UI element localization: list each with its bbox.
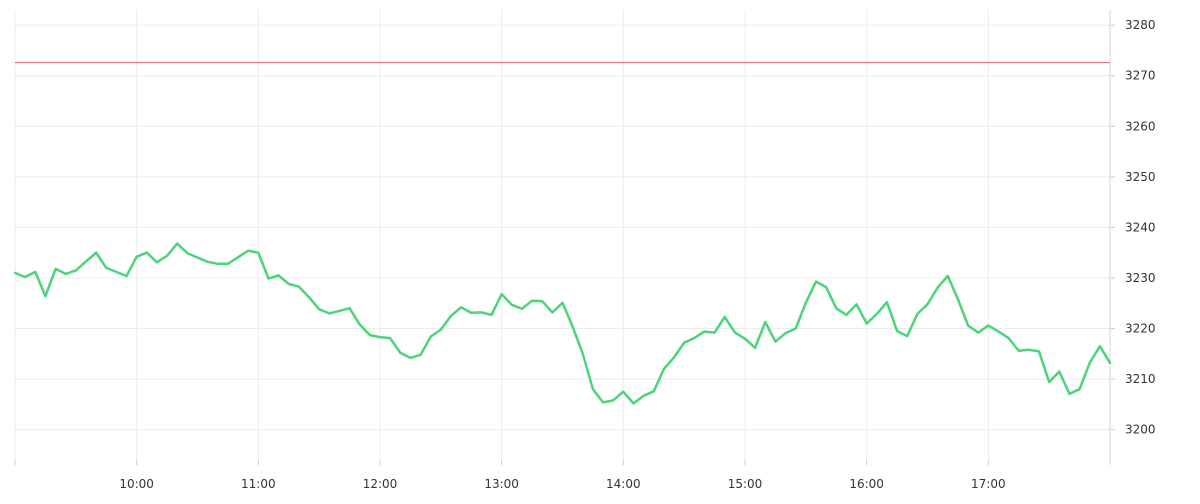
x-tick-label: 11:00 [241,477,276,491]
tick-labels: 3200 3210 3220 3230 3240 3250 3260 3270 3280 10:0… [119,18,1155,491]
x-tick-label: 10:00 [119,477,154,491]
y-tick-label: 3210 [1125,372,1156,386]
x-tick-label: 13:00 [484,477,519,491]
y-tick-label: 3280 [1125,18,1156,32]
y-tick-label: 3230 [1125,271,1156,285]
y-tick-label: 3270 [1125,69,1156,83]
x-tick-label: 17:00 [971,477,1006,491]
x-tick-label: 16:00 [849,477,884,491]
y-tick-label: 3240 [1125,220,1156,234]
axes [15,10,1115,465]
y-tick-label: 3250 [1125,170,1156,184]
x-tick-label: 12:00 [363,477,398,491]
x-tick-label: 14:00 [606,477,641,491]
x-tick-label: 15:00 [728,477,763,491]
grid [15,10,1110,460]
y-tick-label: 3200 [1125,423,1156,437]
y-tick-label: 3220 [1125,322,1156,336]
y-tick-label: 3260 [1125,119,1156,133]
